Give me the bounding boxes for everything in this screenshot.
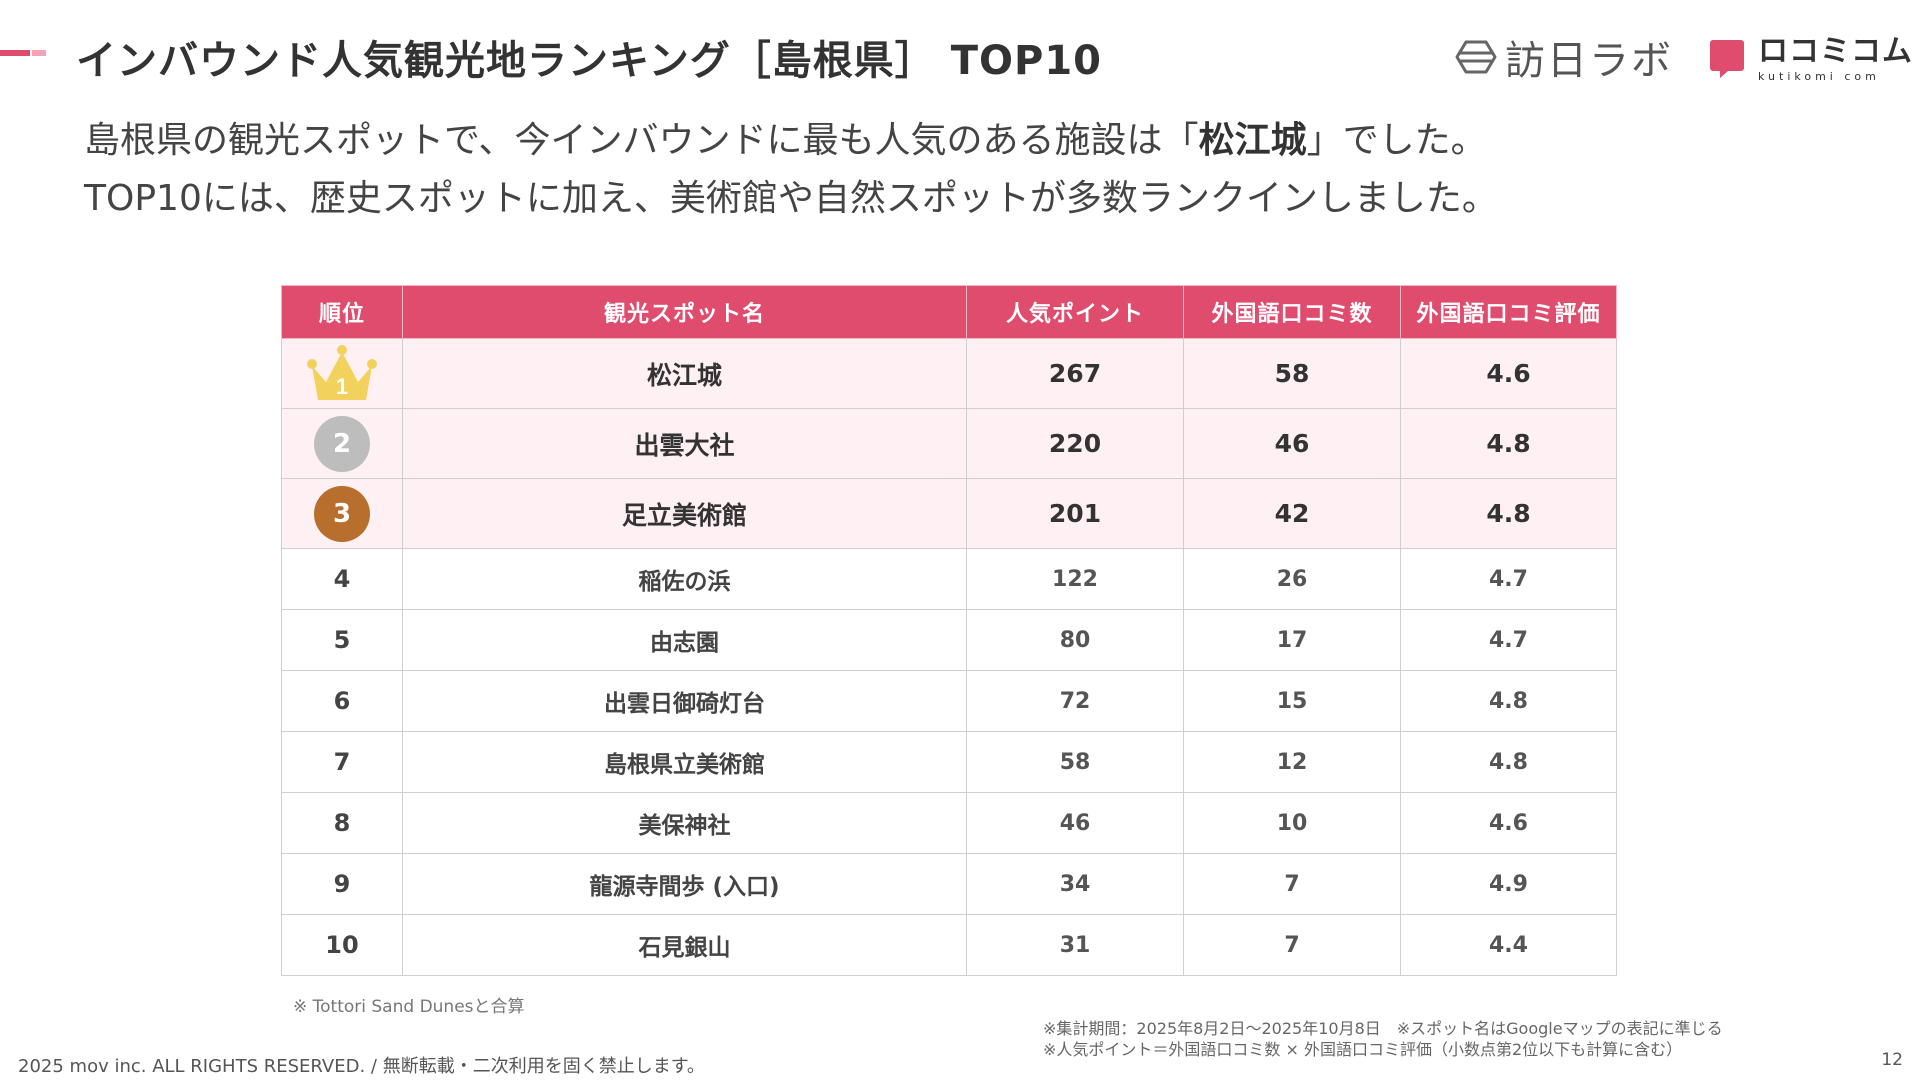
- houn-labo-logo: 訪日ラボ: [1455, 32, 1673, 84]
- table-row: 6 出雲日御碕灯台 72 15 4.8: [281, 670, 1617, 732]
- spot-name: 松江城: [402, 338, 967, 409]
- header-points: 人気ポイント: [966, 285, 1184, 339]
- lead-line-1: 島根県の観光スポットで、今インバウンドに最も人気のある施設は「松江城」でした。: [84, 112, 1498, 170]
- kutikomi-logo: ロコミコム kutikomi com: [1708, 34, 1913, 84]
- rank-cell: 6: [281, 670, 403, 732]
- table-row: 1 松江城 267 58 4.6: [281, 338, 1617, 409]
- houn-labo-logo-text: 訪日ラボ: [1505, 38, 1673, 84]
- page-title: インバウンド人気観光地ランキング［島根県］ TOP10: [76, 38, 1102, 84]
- rank-cell: 2: [281, 408, 403, 479]
- review-rating-value: 4.7: [1400, 548, 1617, 610]
- points-value: 267: [966, 338, 1184, 409]
- review-rating-value: 4.8: [1400, 408, 1617, 479]
- table-row: 5 由志園 80 17 4.7: [281, 609, 1617, 671]
- points-value: 201: [966, 478, 1184, 549]
- table-row: 9 龍源寺間歩 (入口) 34 7 4.9: [281, 853, 1617, 915]
- rank-cell: 5: [281, 609, 403, 671]
- accent-bar-dark: [0, 50, 30, 56]
- crown-rank-number: 1: [336, 374, 348, 399]
- table-row: 7 島根県立美術館 58 12 4.8: [281, 731, 1617, 793]
- accent-bar-light: [32, 50, 46, 56]
- lead-line-1-pre: 島根県の観光スポットで、今インバウンドに最も人気のある施設は「: [84, 120, 1199, 161]
- review-count-value: 58: [1183, 338, 1401, 409]
- points-value: 220: [966, 408, 1184, 479]
- table-row: 2 出雲大社 220 46 4.8: [281, 408, 1617, 479]
- review-count-value: 12: [1183, 731, 1401, 793]
- table-row: 4 稲佐の浜 122 26 4.7: [281, 548, 1617, 610]
- review-rating-value: 4.4: [1400, 914, 1617, 976]
- review-rating-value: 4.9: [1400, 853, 1617, 915]
- footnote-period-line: ※集計期間：2025年8月2日〜2025年10月8日 ※スポット名はGoogle…: [1043, 1019, 1723, 1038]
- table-header-row: 順位 観光スポット名 人気ポイント 外国語口コミ数 外国語口コミ評価: [281, 285, 1617, 339]
- rank-cell: 3: [281, 478, 403, 549]
- table-row: 8 美保神社 46 10 4.6: [281, 792, 1617, 854]
- spot-name: 島根県立美術館: [402, 731, 967, 793]
- footnote-points-line: ※人気ポイント＝外国語口コミ数 × 外国語口コミ評価（小数点第2位以下も計算に含…: [1043, 1040, 1683, 1059]
- spot-name: 由志園: [402, 609, 967, 671]
- points-value: 46: [966, 792, 1184, 854]
- review-rating-value: 4.7: [1400, 609, 1617, 671]
- header-spot-name: 観光スポット名: [402, 285, 967, 339]
- lead-line-2: TOP10には、歴史スポットに加え、美術館や自然スポットが多数ランクインしました…: [84, 178, 1498, 219]
- review-count-value: 17: [1183, 609, 1401, 671]
- bronze-medal-icon: 3: [314, 485, 370, 542]
- review-count-value: 7: [1183, 853, 1401, 915]
- table-row: 3 足立美術館 201 42 4.8: [281, 478, 1617, 549]
- review-rating-value: 4.8: [1400, 478, 1617, 549]
- speech-bubble-icon: [1710, 40, 1744, 78]
- crown-icon: 1: [307, 344, 377, 400]
- lead-text: 島根県の観光スポットで、今インバウンドに最も人気のある施設は「松江城」でした。 …: [84, 112, 1498, 228]
- review-count-value: 42: [1183, 478, 1401, 549]
- header-rank: 順位: [281, 285, 403, 339]
- lead-highlight-spot: 松江城: [1198, 120, 1307, 161]
- header-review-count: 外国語口コミ数: [1183, 285, 1401, 339]
- points-value: 58: [966, 731, 1184, 793]
- rank-cell: 1: [281, 338, 403, 409]
- points-value: 80: [966, 609, 1184, 671]
- review-count-value: 46: [1183, 408, 1401, 479]
- points-value: 31: [966, 914, 1184, 976]
- spot-name: 龍源寺間歩 (入口): [402, 853, 967, 915]
- points-value: 34: [966, 853, 1184, 915]
- spot-name: 足立美術館: [402, 478, 967, 549]
- header-review-rating: 外国語口コミ評価: [1400, 285, 1617, 339]
- review-count-value: 26: [1183, 548, 1401, 610]
- review-count-value: 10: [1183, 792, 1401, 854]
- page-number: 12: [1881, 1050, 1903, 1070]
- review-rating-value: 4.6: [1400, 338, 1617, 409]
- footnote-methodology: ※集計期間：2025年8月2日〜2025年10月8日 ※スポット名はGoogle…: [1043, 1018, 1723, 1060]
- spot-name: 美保神社: [402, 792, 967, 854]
- table-row: 10 石見銀山 31 7 4.4: [281, 914, 1617, 976]
- review-rating-value: 4.6: [1400, 792, 1617, 854]
- title-accent-bar: [0, 50, 46, 56]
- copyright-footer: 2025 mov inc. ALL RIGHTS RESERVED. / 無断転…: [18, 1056, 705, 1077]
- ranking-table: 順位 観光スポット名 人気ポイント 外国語口コミ数 外国語口コミ評価 1 松江城…: [281, 285, 1617, 976]
- review-rating-value: 4.8: [1400, 731, 1617, 793]
- lead-line-1-post: 」でした。: [1306, 120, 1487, 161]
- points-value: 122: [966, 548, 1184, 610]
- kutikomi-logo-subtext: kutikomi com: [1758, 69, 1880, 83]
- footnote-sand-dunes: ※ Tottori Sand Dunesと合算: [293, 997, 525, 1017]
- silver-medal-icon: 2: [314, 415, 370, 472]
- rank-cell: 4: [281, 548, 403, 610]
- rank-cell: 7: [281, 731, 403, 793]
- review-rating-value: 4.8: [1400, 670, 1617, 732]
- review-count-value: 15: [1183, 670, 1401, 732]
- spot-name: 稲佐の浜: [402, 548, 967, 610]
- hexagon-icon: [1455, 40, 1497, 74]
- spot-name: 出雲日御碕灯台: [402, 670, 967, 732]
- spot-name: 出雲大社: [402, 408, 967, 479]
- spot-name: 石見銀山: [402, 914, 967, 976]
- rank-cell: 8: [281, 792, 403, 854]
- review-count-value: 7: [1183, 914, 1401, 976]
- points-value: 72: [966, 670, 1184, 732]
- rank-cell: 10: [281, 914, 403, 976]
- kutikomi-logo-text: ロコミコム: [1758, 33, 1913, 69]
- rank-cell: 9: [281, 853, 403, 915]
